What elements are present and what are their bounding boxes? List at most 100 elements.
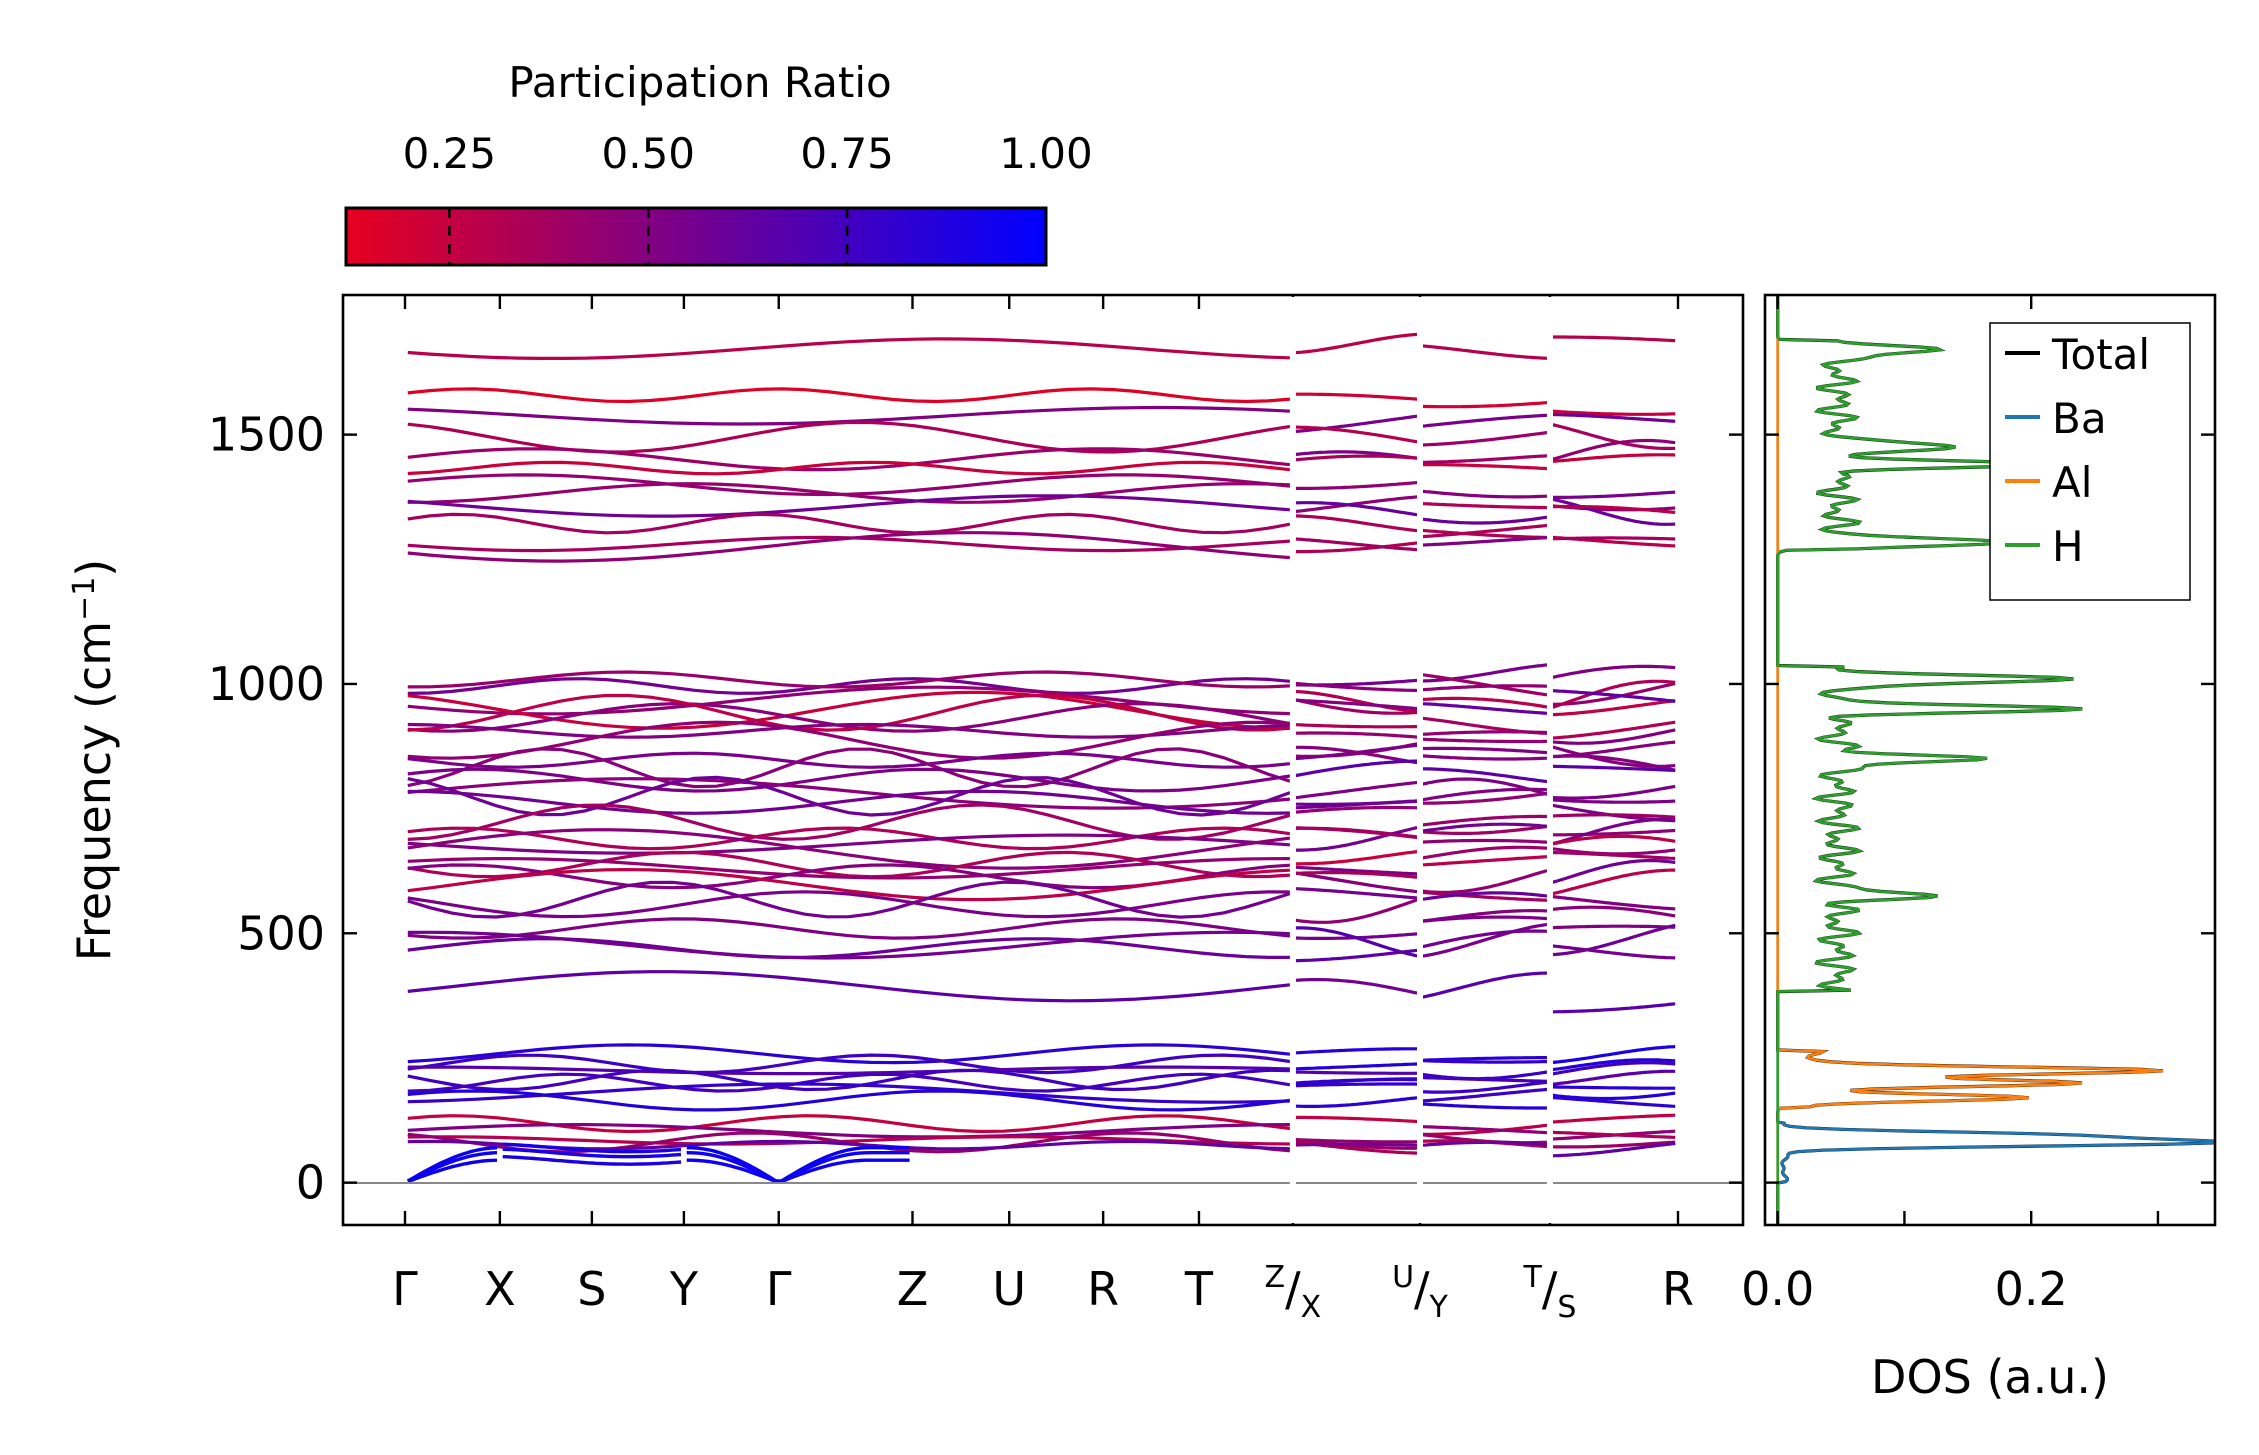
acoustic-band [686,1151,910,1183]
y-tick-label: 0 [296,1156,325,1210]
phonon-band [1552,409,1676,416]
phonon-band [1552,764,1676,772]
phonon-band [407,1053,1291,1075]
phonon-band [1422,737,1548,744]
y-axis-label: Frequency (cm−1) [67,559,121,962]
phonon-band [1295,759,1418,778]
phonon-band [1295,1062,1418,1071]
phonon-band [1422,1140,1548,1147]
k-point-label: T/S [1523,1260,1577,1325]
phonon-band [1552,504,1676,515]
phonon-band [1422,1123,1548,1136]
phonon-band [1295,745,1418,765]
k-point-label: Z/X [1265,1260,1322,1325]
phonon-band [1295,826,1418,840]
k-point-label: Z [897,1262,929,1316]
phonon-band [407,720,1291,760]
phonon-band [1295,495,1418,514]
phonon-band [407,1122,1291,1139]
phonon-band [1295,332,1418,355]
phonon-band [1552,850,1676,861]
dos-x-tick-label: 0.0 [1741,1262,1814,1316]
phonon-band [1552,924,1676,930]
phonon-band [1552,1141,1676,1158]
phonon-band [1422,730,1548,736]
phonon-band [407,685,1291,716]
phonon-band [1552,1085,1676,1090]
phonon-band [1422,502,1548,510]
phonon-band [1552,834,1676,846]
dos-curve-h [1776,296,2083,1225]
phonon-band [1295,780,1418,800]
phonon-band [1295,865,1418,876]
phonon-band [1295,1096,1418,1108]
phonon-band [1295,454,1418,462]
phonon-band [1552,679,1676,709]
phonon-band [1552,1045,1676,1064]
phonon-band [407,751,1291,769]
legend-label: Ba [2052,394,2107,443]
phonon-band [1295,1137,1418,1150]
phonon-band [407,890,1291,919]
phonon-band [1552,728,1676,745]
phonon-band [1422,523,1548,539]
phonon-band [407,677,1291,695]
phonon-band [407,447,1291,472]
k-point-label: R [1662,1262,1694,1316]
k-point-label: X [484,1262,516,1316]
phonon-band [1552,1130,1676,1139]
dos-axes-frame [1763,293,2217,1227]
phonon-band [1422,528,1548,540]
phonon-band [1295,689,1418,713]
band-structure-panel: 0 500 1000 1500 Γ X S Y Γ Z U R T Z/X U/Y T/S R Frequen… [67,293,1745,1325]
phonon-band [1552,1091,1676,1101]
phonon-band [407,937,1290,960]
y-tick-label: 1500 [208,408,325,462]
phonon-band [407,460,1291,476]
phonon-band [1422,413,1548,428]
colorbar-tick-label: 0.25 [403,129,497,178]
k-point-label: Γ [766,1262,792,1316]
phonon-band [1295,898,1418,924]
phonon-band [1422,1056,1548,1062]
k-point-label: U [992,1262,1026,1316]
phonon-band [1295,681,1418,693]
k-point-label: S [577,1262,606,1316]
phonon-band [407,777,1291,810]
phonon-band [1295,805,1418,814]
phonon-band [407,767,1291,793]
phonon-band [1552,1061,1676,1076]
phonon-band [407,670,1291,689]
phonon-band [1552,944,1676,960]
phonon-band [1552,905,1676,918]
phonon-band [1422,922,1548,958]
phonon-band [407,1043,1291,1065]
phonon-band [1295,1082,1418,1088]
phonon-band [1422,431,1548,447]
phonon-band [1295,1070,1418,1075]
phonon-band [1422,929,1548,949]
phonon-band [1295,742,1418,758]
phonon-band [1295,425,1418,444]
phonon-band [407,970,1291,1003]
acoustic-band [502,1155,682,1166]
phonon-band [1295,871,1418,894]
phonon-band [1295,541,1418,554]
phonon-band [1552,720,1676,740]
phonon-band [1552,859,1676,884]
phonon-band [1422,822,1548,833]
phonon-band [1552,868,1676,896]
k-point-label: T [1184,1262,1214,1316]
phonon-band [1552,497,1676,526]
phonon-band [1422,489,1548,499]
phonon-band [1295,926,1418,958]
phonon-band [1552,412,1676,423]
phonon-band [1295,799,1418,810]
phonon-band [1422,890,1548,902]
phonon-band [1422,838,1548,844]
phonon-band [407,747,1291,789]
y-tick-label: 1000 [208,657,325,711]
phonon-band [1552,681,1676,706]
phonon-band [1552,689,1676,703]
phonon-band [1422,845,1548,860]
